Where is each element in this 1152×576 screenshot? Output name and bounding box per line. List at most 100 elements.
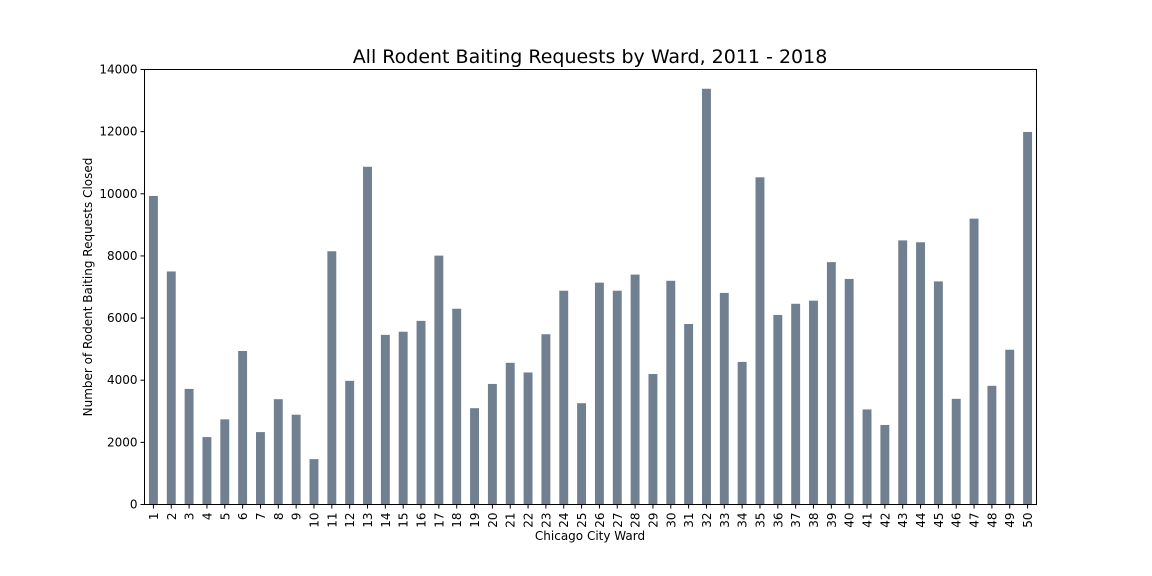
bar-ward-5 [220, 419, 230, 505]
bar-ward-20 [487, 383, 497, 505]
bar-ward-16 [416, 320, 426, 505]
x-tick-label: 25 [575, 513, 589, 528]
x-axis-label: Chicago City Ward [535, 529, 645, 543]
bar-ward-33 [719, 292, 729, 505]
bar-ward-24 [559, 290, 569, 505]
x-tick-label: 26 [593, 513, 607, 528]
bar-ward-6 [238, 351, 248, 505]
bar-ward-1 [148, 195, 158, 505]
x-tick-label: 12 [343, 513, 357, 528]
y-axis: 0 2000 4000 6000 8000 10000 12000 14000 [99, 63, 145, 512]
x-tick-label: 41 [861, 513, 875, 528]
bar-ward-28 [630, 274, 640, 505]
x-tick-label: 46 [950, 513, 964, 528]
x-tick-label: 30 [664, 513, 678, 528]
x-tick-label: 21 [504, 513, 518, 528]
bar-ward-21 [505, 362, 515, 505]
x-tick-label: 14 [379, 513, 393, 528]
x-tick-label: 4 [200, 513, 214, 521]
x-tick-label: 19 [468, 513, 482, 528]
x-tick-label: 7 [254, 513, 268, 521]
x-tick-label: 47 [968, 513, 982, 528]
bar-ward-44 [916, 242, 925, 505]
x-tick-label: 8 [272, 513, 286, 521]
bar-ward-26 [594, 282, 604, 505]
y-tick-label: 6000 [107, 311, 138, 325]
bar-ward-23 [541, 334, 551, 505]
bar-ward-45 [933, 281, 943, 505]
bar-ward-32 [702, 88, 711, 505]
x-tick-label: 35 [753, 513, 767, 528]
bar-ward-12 [345, 380, 355, 505]
y-tick-label: 14000 [99, 63, 137, 77]
bar-ward-30 [666, 280, 676, 505]
bar-ward-47 [969, 218, 979, 505]
bar-ward-29 [648, 374, 658, 505]
bar-ward-14 [380, 334, 390, 505]
x-tick-label: 17 [432, 513, 446, 528]
x-tick-label: 24 [557, 513, 571, 528]
bar-ward-11 [327, 251, 337, 505]
x-tick-label: 23 [539, 513, 553, 528]
x-tick-label: 9 [290, 513, 304, 521]
bar-ward-49 [1005, 349, 1015, 505]
x-tick-label: 31 [682, 513, 696, 528]
y-tick-label: 12000 [99, 125, 137, 139]
x-tick-label: 20 [486, 513, 500, 528]
bar-ward-50 [1023, 131, 1033, 505]
bar-ward-48 [987, 385, 997, 505]
bar-ward-41 [862, 409, 872, 505]
x-tick-label: 43 [896, 513, 910, 528]
bar-ward-3 [184, 388, 194, 505]
x-tick-label: 27 [611, 513, 625, 528]
x-tick-label: 42 [878, 513, 892, 528]
x-tick-label: 16 [415, 513, 429, 528]
x-tick-label: 18 [450, 513, 464, 528]
x-tick-label: 50 [1021, 513, 1035, 528]
bar-ward-4 [202, 437, 212, 505]
plot-frame [144, 69, 1037, 505]
bar-ward-10 [309, 459, 319, 505]
x-tick-label: 29 [646, 513, 660, 528]
bar-ward-18 [452, 308, 462, 505]
x-tick-label: 1 [147, 513, 161, 521]
y-axis-label: Number of Rodent Baiting Requests Closed [81, 158, 95, 417]
x-tick-label: 32 [700, 513, 714, 528]
bar-ward-38 [809, 300, 818, 505]
x-tick-label: 37 [789, 513, 803, 528]
bar-ward-40 [844, 278, 854, 505]
y-tick-label: 4000 [107, 373, 138, 387]
bar-ward-37 [791, 303, 801, 505]
x-tick-label: 13 [361, 513, 375, 528]
bar-ward-9 [291, 414, 301, 505]
x-tick-label: 49 [1003, 513, 1017, 528]
bar-ward-34 [737, 361, 747, 505]
x-tick-label: 2 [165, 513, 179, 521]
bar-ward-36 [773, 314, 783, 505]
bar-ward-42 [880, 424, 890, 505]
bar-ward-7 [256, 432, 265, 505]
bar-ward-13 [363, 166, 372, 505]
x-tick-label: 15 [397, 513, 411, 528]
y-tick-label: 2000 [107, 435, 138, 449]
x-tick-label: 38 [807, 513, 821, 528]
x-tick-label: 36 [771, 513, 785, 528]
bar-ward-22 [523, 372, 533, 505]
x-tick-label: 40 [843, 513, 857, 528]
bar-ward-8 [273, 399, 283, 505]
x-tick-label: 11 [325, 513, 339, 528]
bar-ward-17 [434, 255, 444, 505]
x-tick-label: 28 [629, 513, 643, 528]
x-tick-label: 48 [985, 513, 999, 528]
bar-ward-35 [755, 177, 765, 505]
bar-ward-43 [898, 240, 908, 505]
x-tick-label: 39 [825, 513, 839, 528]
bar-ward-19 [470, 408, 479, 505]
bar-ward-39 [826, 262, 836, 505]
x-tick-label: 10 [307, 513, 321, 528]
x-tick-label: 6 [236, 513, 250, 521]
x-axis: 1 2 3 4 5 6 7 8 9 10 11 12 13 14 15 16 17 18 19 20 21 22 23 24 2… [147, 504, 1035, 528]
x-tick-label: 45 [932, 513, 946, 528]
x-tick-label: 22 [522, 513, 536, 528]
